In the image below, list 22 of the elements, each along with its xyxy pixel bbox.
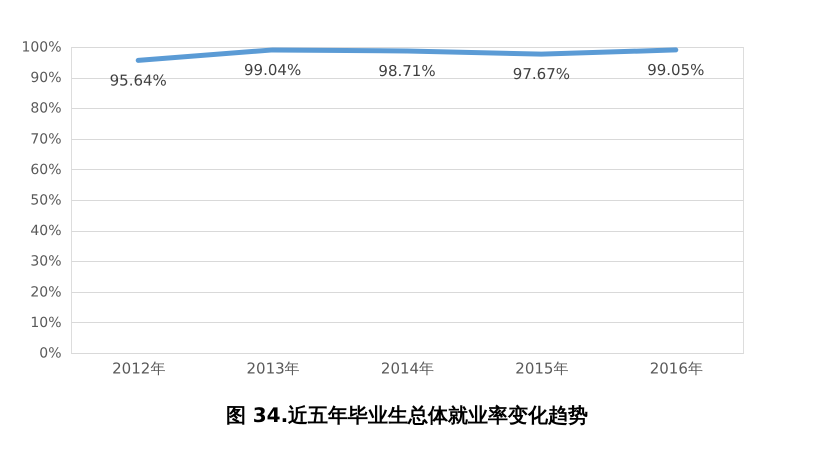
data-label: 95.64% [110,71,167,90]
y-tick-label: 30% [30,254,62,270]
data-label: 99.05% [647,60,704,79]
x-tick-label: 2013年 [246,360,300,378]
x-tick-label: 2012年 [112,360,166,378]
y-tick-label: 0% [39,346,62,362]
text: 图 34.近五年毕业生总体就业率变化趋势 [226,403,588,427]
data-label: 98.71% [378,62,436,80]
y-tick-label: 90% [30,70,62,86]
x-tick-label: 2014年 [380,360,434,378]
data-label: 97.67% [512,65,570,84]
x-tick-label: 2016年 [650,360,703,378]
y-tick-label: 80% [30,100,62,117]
y-tick-label: 20% [30,284,62,300]
y-tick-label: 70% [30,131,62,148]
y-tick-label: 100% [21,40,62,56]
y-tick-label: 60% [30,162,62,178]
x-tick-label: 2015年 [515,360,568,378]
y-tick-label: 50% [30,192,62,208]
y-tick-label: 10% [30,314,62,331]
y-tick-label: 40% [30,223,62,240]
data-label: 99.04% [244,60,302,79]
